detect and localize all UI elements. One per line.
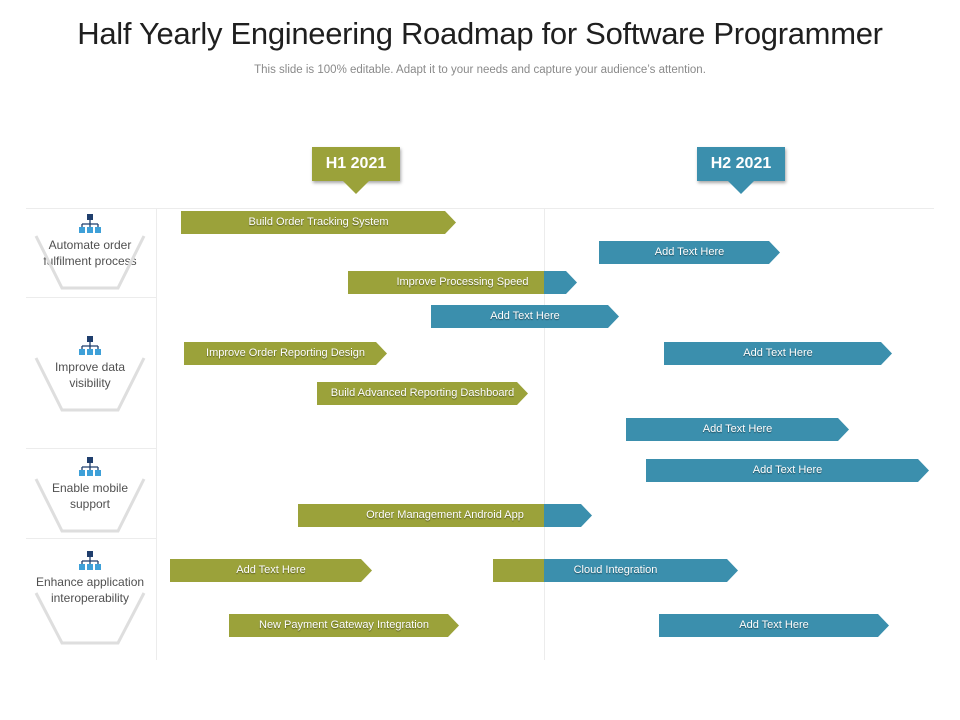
task-bar: Add Text Here [170,559,372,582]
period-h2-label: H2 2021 [710,155,772,172]
org-chart-icon [79,551,101,570]
task-bar: Add Text Here [664,342,892,365]
task-label: Add Text Here [654,246,725,258]
task-label: Add Text Here [739,619,809,631]
period-h1-label: H1 2021 [325,155,387,172]
period-h1: H1 2021 [312,147,400,194]
category-improve-data: Improve data visibility [26,336,154,416]
grid-line-row2 [26,448,156,449]
task-bar: Cloud Integration [493,559,738,582]
task-label: New Payment Gateway Integration [259,619,429,631]
task-bar: Add Text Here [626,418,849,441]
task-bar: Improve Processing Speed [348,271,577,294]
category-label: Improve data visibility [54,360,126,390]
category-bracket [34,478,146,533]
category-bracket [34,235,146,290]
task-bar: Add Text Here [646,459,929,482]
task-label: Add Text Here [743,347,813,359]
category-bracket [34,357,146,412]
task-label: Add Text Here [702,423,773,435]
task-bar: Order Management Android App [298,504,592,527]
category-bracket [34,592,146,645]
org-chart-icon [79,214,101,233]
task-bar: Build Advanced Reporting Dashboard [317,382,528,405]
category-automate-order: Automate order fulfilment process [26,214,154,294]
grid-line-half-divider [544,208,545,660]
task-label: Improve Processing Speed [396,276,529,288]
task-label: Cloud Integration [573,564,658,576]
page-title: Half Yearly Engineering Roadmap for Soft… [77,16,883,51]
category-enable-mobile: Enable mobile support [26,457,154,537]
task-bar: New Payment Gateway Integration [229,614,459,637]
category-label: Enhance application interoperability [35,575,145,605]
task-bar: Build Order Tracking System [181,211,456,234]
task-label: Improve Order Reporting Design [206,347,365,359]
task-label: Order Management Android App [366,509,524,521]
task-label: Add Text Here [752,464,823,476]
page-subtitle: This slide is 100% editable. Adapt it to… [254,64,706,76]
grid-line-row3 [26,538,156,539]
grid-line-top [26,208,934,209]
category-enhance-interop: Enhance application interoperability [26,551,154,647]
task-label: Add Text Here [490,310,560,322]
task-bar: Add Text Here [431,305,619,328]
org-chart-icon [79,457,101,476]
org-chart-icon [79,336,101,355]
category-label: Automate order fulfilment process [43,238,137,268]
category-label: Enable mobile support [51,481,129,511]
period-h1-pointer [343,181,369,194]
task-label: Build Order Tracking System [248,216,389,228]
task-bar: Add Text Here [659,614,889,637]
task-bar: Add Text Here [599,241,780,264]
task-label: Add Text Here [236,564,306,576]
period-h2-pointer [728,181,754,194]
task-bar: Improve Order Reporting Design [184,342,387,365]
task-label: Build Advanced Reporting Dashboard [330,387,515,399]
period-h2: H2 2021 [697,147,785,194]
grid-line-row1 [26,297,156,298]
grid-line-category-divider [156,208,157,660]
